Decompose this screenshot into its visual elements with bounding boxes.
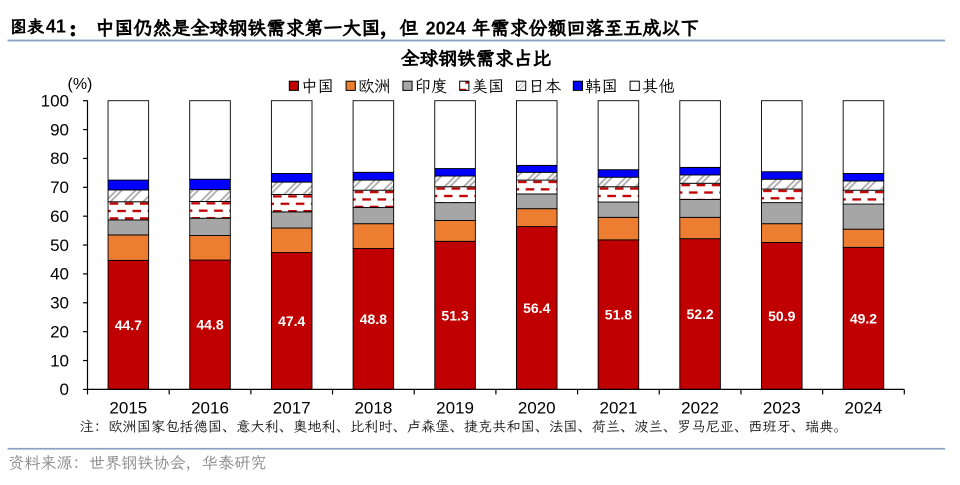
svg-text:2015: 2015	[109, 399, 147, 418]
svg-text:2024: 2024	[426, 19, 466, 39]
svg-text:44.8: 44.8	[196, 317, 223, 333]
svg-text:2021: 2021	[600, 399, 638, 418]
svg-text:2023: 2023	[763, 399, 801, 418]
svg-text:50: 50	[50, 236, 69, 255]
svg-text:80: 80	[50, 149, 69, 168]
svg-text:44.7: 44.7	[115, 317, 142, 333]
svg-text:90: 90	[50, 120, 69, 139]
svg-text:52.2: 52.2	[686, 306, 713, 322]
svg-text:0: 0	[60, 380, 69, 399]
svg-text:49.2: 49.2	[850, 310, 877, 326]
svg-text:40: 40	[50, 265, 69, 284]
svg-text:2020: 2020	[518, 399, 556, 418]
svg-text:48.8: 48.8	[360, 311, 387, 327]
svg-text:56.4: 56.4	[523, 300, 550, 316]
svg-text:70: 70	[50, 178, 69, 197]
svg-text:51.8: 51.8	[605, 307, 632, 323]
svg-text:2018: 2018	[354, 399, 392, 418]
svg-text:2017: 2017	[273, 399, 311, 418]
svg-text:2024: 2024	[845, 399, 883, 418]
svg-text:47.4: 47.4	[278, 313, 305, 329]
svg-text:10: 10	[50, 351, 69, 370]
svg-text:20: 20	[50, 322, 69, 341]
svg-text:2016: 2016	[191, 399, 229, 418]
svg-text:2022: 2022	[681, 399, 719, 418]
svg-text:(%): (%)	[68, 76, 93, 93]
svg-text:41: 41	[46, 17, 66, 37]
svg-text:51.3: 51.3	[441, 307, 468, 323]
svg-text:50.9: 50.9	[768, 308, 795, 324]
svg-text:30: 30	[50, 294, 69, 313]
svg-text:100: 100	[41, 92, 69, 111]
svg-text:2019: 2019	[436, 399, 474, 418]
svg-text:60: 60	[50, 207, 69, 226]
